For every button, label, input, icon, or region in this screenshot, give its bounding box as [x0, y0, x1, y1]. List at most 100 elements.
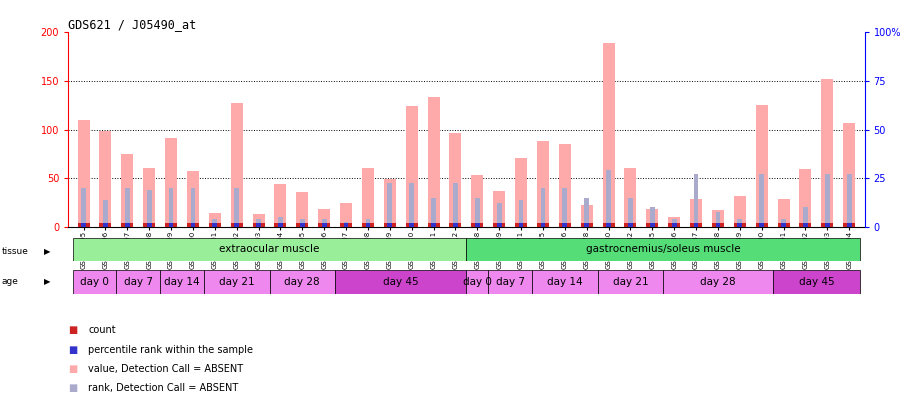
Bar — [559, 144, 571, 227]
Bar — [73, 270, 116, 294]
Text: percentile rank within the sample: percentile rank within the sample — [88, 345, 253, 354]
Bar — [824, 174, 830, 227]
Text: day 7: day 7 — [496, 277, 525, 287]
Bar — [562, 223, 567, 227]
Bar — [515, 223, 527, 227]
Bar — [759, 223, 764, 227]
Text: ■: ■ — [68, 364, 77, 374]
Bar — [116, 270, 160, 294]
Bar — [584, 198, 589, 227]
Text: count: count — [88, 325, 116, 335]
Bar — [81, 188, 86, 227]
Bar — [497, 202, 501, 227]
Bar — [121, 223, 134, 227]
Bar — [335, 270, 466, 294]
Bar — [318, 209, 330, 227]
Text: ▶: ▶ — [44, 247, 50, 256]
Bar — [165, 139, 177, 227]
Bar — [733, 223, 746, 227]
Bar — [187, 171, 199, 227]
Bar — [781, 223, 786, 227]
Bar — [466, 270, 489, 294]
Text: day 7: day 7 — [124, 277, 153, 287]
Bar — [532, 270, 598, 294]
Bar — [168, 188, 174, 227]
Bar — [450, 223, 461, 227]
Bar — [275, 223, 287, 227]
Bar — [143, 223, 156, 227]
Bar — [493, 223, 505, 227]
Bar — [781, 219, 786, 227]
Bar — [121, 154, 134, 227]
Bar — [737, 223, 743, 227]
Bar — [646, 223, 658, 227]
Bar — [160, 270, 204, 294]
Bar — [453, 183, 458, 227]
Bar — [715, 212, 721, 227]
Bar — [318, 223, 330, 227]
Bar — [208, 223, 221, 227]
Bar — [278, 223, 283, 227]
Bar — [628, 223, 632, 227]
Bar — [103, 223, 108, 227]
Bar — [646, 209, 658, 227]
Bar — [755, 223, 768, 227]
Bar — [453, 223, 458, 227]
Bar — [297, 223, 308, 227]
Text: ■: ■ — [68, 325, 77, 335]
Bar — [777, 223, 790, 227]
Text: day 0: day 0 — [80, 277, 109, 287]
Bar — [471, 175, 483, 227]
Bar — [300, 219, 305, 227]
Text: day 28: day 28 — [285, 277, 320, 287]
Bar — [844, 123, 855, 227]
Bar — [650, 207, 654, 227]
Bar — [103, 200, 108, 227]
Bar — [190, 223, 196, 227]
Bar — [693, 223, 699, 227]
Bar — [81, 223, 86, 227]
Text: ■: ■ — [68, 384, 77, 393]
Bar — [824, 223, 830, 227]
Bar — [773, 270, 860, 294]
Bar — [269, 270, 335, 294]
Bar — [712, 223, 724, 227]
Bar — [584, 223, 589, 227]
Bar — [190, 188, 196, 227]
Bar — [450, 134, 461, 227]
Bar — [493, 191, 505, 227]
Bar — [230, 223, 243, 227]
Bar — [428, 96, 440, 227]
Bar — [410, 183, 414, 227]
Bar — [431, 223, 436, 227]
Text: day 45: day 45 — [383, 277, 419, 287]
Bar — [777, 198, 790, 227]
Bar — [388, 223, 392, 227]
Bar — [624, 168, 636, 227]
Bar — [606, 223, 611, 227]
Bar — [230, 103, 243, 227]
Bar — [388, 183, 392, 227]
Bar — [340, 223, 352, 227]
Bar — [168, 223, 174, 227]
Bar — [278, 217, 283, 227]
Bar — [519, 223, 523, 227]
Bar — [406, 106, 418, 227]
Bar — [187, 223, 199, 227]
Text: age: age — [2, 277, 19, 286]
Bar — [733, 196, 746, 227]
Bar — [77, 223, 89, 227]
Text: value, Detection Call = ABSENT: value, Detection Call = ABSENT — [88, 364, 243, 374]
Bar — [668, 217, 680, 227]
Bar — [559, 223, 571, 227]
Bar — [475, 198, 480, 227]
Bar — [466, 238, 860, 261]
Bar — [77, 120, 89, 227]
Text: gastrocnemius/soleus muscle: gastrocnemius/soleus muscle — [586, 245, 741, 254]
Bar — [602, 43, 614, 227]
Bar — [253, 214, 265, 227]
Bar — [755, 105, 768, 227]
Bar — [537, 223, 549, 227]
Bar — [693, 174, 699, 227]
Bar — [759, 174, 764, 227]
